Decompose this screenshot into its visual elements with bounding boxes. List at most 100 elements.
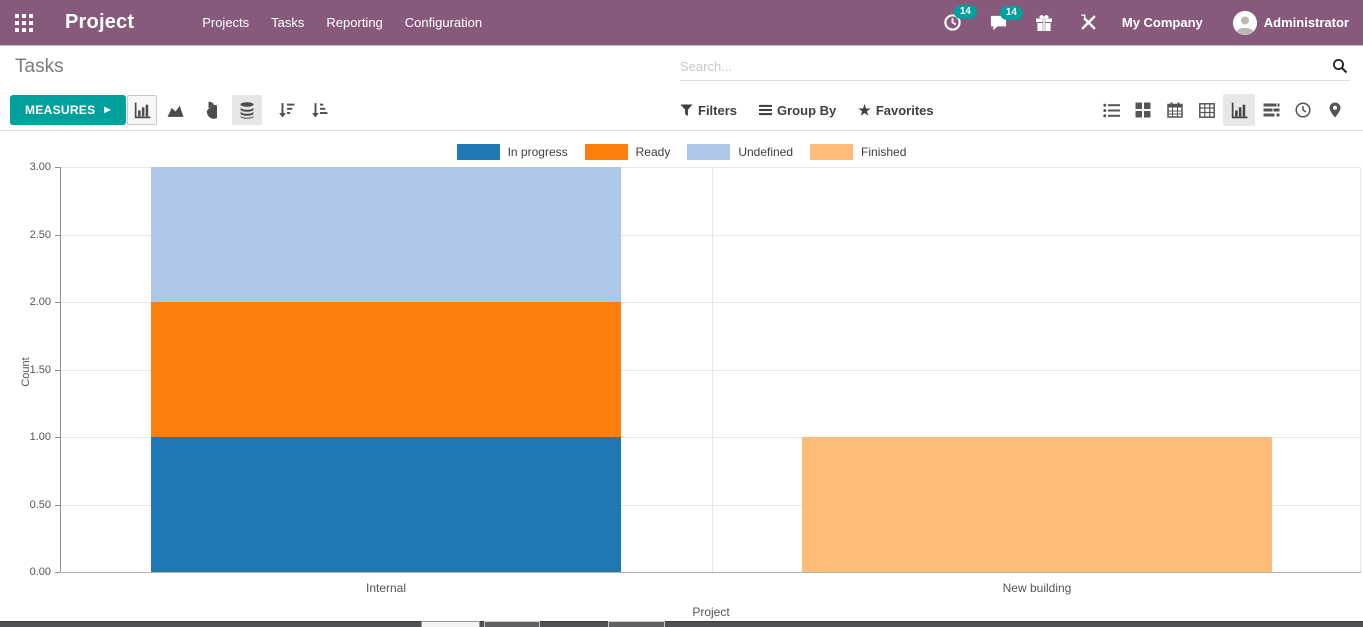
list-view-icon bbox=[1102, 103, 1120, 117]
y-tick-mark bbox=[55, 437, 60, 438]
menu-projects[interactable]: Projects bbox=[202, 15, 250, 30]
grid-icon bbox=[15, 13, 33, 32]
graph-toolbar: MEASURES ▶ bbox=[0, 90, 1363, 131]
legend-swatch-finished bbox=[810, 144, 854, 160]
company-switcher[interactable]: My Company bbox=[1121, 15, 1203, 30]
pie-chart-icon bbox=[206, 101, 217, 119]
y-tick-label: 1.50 bbox=[29, 364, 51, 376]
view-kanban-button[interactable] bbox=[1127, 94, 1159, 126]
legend-label-undefined: Undefined bbox=[738, 145, 794, 159]
legend-swatch-ready bbox=[584, 144, 628, 160]
map-pin-icon bbox=[1329, 102, 1341, 118]
pie-chart-mode-button[interactable] bbox=[193, 95, 223, 125]
activity-clock-icon bbox=[944, 14, 961, 31]
y-tick-label: 1.00 bbox=[29, 431, 51, 443]
search-facet-buttons: Filters Group By ★ Favorites bbox=[680, 90, 934, 130]
y-tick-mark bbox=[55, 235, 60, 236]
stacked-toggle-button[interactable] bbox=[232, 95, 262, 125]
search-input[interactable] bbox=[680, 55, 1322, 78]
gridline bbox=[61, 302, 1361, 303]
bar-segment-ready-internal[interactable] bbox=[151, 302, 621, 437]
y-tick-label: 2.50 bbox=[29, 229, 51, 241]
top-nav-bar: Project Projects Tasks Reporting Configu… bbox=[0, 0, 1363, 45]
control-panel-row: Tasks bbox=[0, 45, 1363, 90]
gridline-vertical bbox=[1360, 167, 1361, 572]
favorites-button[interactable]: ★ Favorites bbox=[858, 103, 933, 118]
apps-menu-icon[interactable] bbox=[14, 13, 34, 33]
legend-swatch-in-progress bbox=[456, 144, 500, 160]
filters-button[interactable]: Filters bbox=[680, 103, 737, 118]
search-icon[interactable] bbox=[1332, 58, 1348, 79]
legend-item-ready[interactable]: Ready bbox=[584, 144, 671, 160]
legend-item-undefined[interactable]: Undefined bbox=[687, 144, 793, 160]
tools-button[interactable] bbox=[1080, 14, 1097, 31]
pivot-view-icon bbox=[1199, 102, 1215, 118]
message-count-badge: 14 bbox=[999, 5, 1023, 20]
legend-label-finished: Finished bbox=[861, 145, 907, 159]
menu-configuration[interactable]: Configuration bbox=[404, 15, 483, 30]
y-axis: 3.00 2.50 2.00 1.50 1.00 0.50 0.00 bbox=[0, 161, 60, 578]
favorites-label: Favorites bbox=[875, 102, 934, 118]
group-by-button[interactable]: Group By bbox=[759, 103, 836, 118]
legend-item-finished[interactable]: Finished bbox=[810, 144, 906, 160]
y-tick-label: 3.00 bbox=[29, 161, 51, 173]
messages-button[interactable]: 14 bbox=[989, 5, 1023, 32]
group-by-bars-icon bbox=[759, 104, 773, 116]
y-tick-label: 0.50 bbox=[29, 499, 51, 511]
app-title[interactable]: Project bbox=[65, 11, 135, 33]
sort-ascending-button[interactable] bbox=[304, 95, 334, 125]
menu-tasks[interactable]: Tasks bbox=[271, 15, 305, 30]
sort-desc-icon bbox=[278, 102, 294, 117]
systray: 14 14 bbox=[916, 5, 1363, 35]
user-avatar[interactable] bbox=[1232, 10, 1257, 35]
user-menu[interactable]: Administrator bbox=[1263, 15, 1349, 30]
clock-view-icon bbox=[1295, 102, 1311, 118]
sort-asc-icon bbox=[311, 102, 327, 117]
y-axis-title: Count bbox=[20, 357, 32, 387]
view-calendar-button[interactable] bbox=[1159, 94, 1191, 126]
activity-count-badge: 14 bbox=[953, 5, 977, 19]
taskbar-button bbox=[484, 621, 540, 627]
bar-segment-finished-new-building[interactable] bbox=[802, 437, 1272, 572]
sort-descending-button[interactable] bbox=[271, 95, 301, 125]
view-gantt-button[interactable] bbox=[1255, 94, 1287, 126]
y-tick-mark bbox=[55, 572, 60, 573]
person-icon bbox=[1232, 10, 1257, 35]
gridline-vertical bbox=[712, 167, 713, 572]
star-icon: ★ bbox=[858, 102, 871, 118]
view-map-button[interactable] bbox=[1319, 94, 1351, 126]
legend-label-ready: Ready bbox=[635, 145, 671, 159]
caret-right-icon: ▶ bbox=[104, 105, 111, 114]
page-title: Tasks bbox=[15, 56, 64, 77]
bar-segment-undefined-internal[interactable] bbox=[151, 167, 621, 302]
menu-reporting[interactable]: Reporting bbox=[326, 15, 383, 30]
measures-button[interactable]: MEASURES ▶ bbox=[10, 95, 126, 125]
legend-label-in-progress: In progress bbox=[507, 145, 568, 159]
gridline bbox=[61, 370, 1361, 371]
gift-button[interactable] bbox=[1035, 14, 1053, 32]
view-activity-button[interactable] bbox=[1287, 94, 1319, 126]
y-tick-label: 0.00 bbox=[29, 566, 51, 578]
line-chart-mode-button[interactable] bbox=[160, 95, 190, 125]
bar-chart-mode-button[interactable] bbox=[127, 95, 157, 125]
bar-segment-in-progress-internal[interactable] bbox=[151, 437, 621, 572]
view-graph-button[interactable] bbox=[1223, 94, 1255, 126]
legend-item-in-progress[interactable]: In progress bbox=[456, 144, 568, 160]
filters-label: Filters bbox=[698, 102, 738, 118]
calendar-view-icon bbox=[1167, 102, 1183, 118]
taskbar-strip bbox=[0, 621, 1363, 627]
tools-cross-icon bbox=[1080, 14, 1096, 30]
activities-button[interactable]: 14 bbox=[943, 5, 977, 32]
taskbar-button bbox=[608, 621, 665, 627]
view-list-button[interactable] bbox=[1095, 94, 1127, 126]
gantt-view-icon bbox=[1263, 103, 1279, 117]
gridline bbox=[61, 572, 1361, 573]
x-category-label-new-building: New building bbox=[1002, 581, 1072, 595]
measures-label: MEASURES bbox=[25, 103, 96, 117]
gridline bbox=[61, 167, 1361, 168]
view-pivot-button[interactable] bbox=[1191, 94, 1223, 126]
funnel-icon bbox=[680, 103, 693, 116]
y-tick-mark bbox=[55, 370, 60, 371]
x-category-label-internal: Internal bbox=[365, 581, 407, 595]
legend-swatch-undefined bbox=[687, 144, 731, 160]
